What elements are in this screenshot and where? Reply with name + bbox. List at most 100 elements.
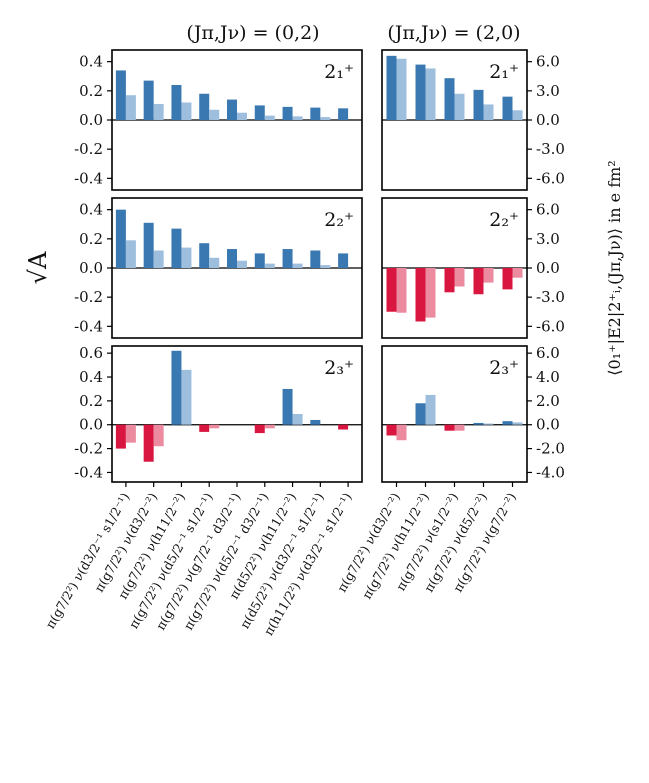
bar-dark [502,421,513,425]
bar-light [181,247,192,268]
bar-dark [115,209,126,268]
bar-dark [444,424,455,431]
y-tick-label: 0.4 [79,368,103,386]
bar-dark [227,99,237,120]
bar-light [396,424,407,441]
bar-dark [310,419,321,425]
bar-dark [227,249,237,268]
bar-dark [115,424,126,449]
bar-dark [282,106,293,120]
bar-dark [143,222,154,268]
bar-dark [199,243,210,268]
state-label: 2₃⁺ [324,357,354,379]
bar-dark [310,107,321,120]
bar-light [125,240,136,268]
bar-dark [171,85,182,120]
bar-light [396,58,407,120]
bar-light [512,110,523,120]
bar-dark [444,78,455,120]
y-tick-label: 6.0 [536,344,560,362]
bar-light [425,68,436,120]
y-tick-label: 0.0 [79,259,103,277]
bar-dark [143,424,154,462]
bar-dark [444,268,455,293]
bar-dark [310,250,321,268]
bar-dark [473,89,484,120]
state-label: 2₂⁺ [489,209,519,231]
bar-dark [386,268,397,312]
bar-light [425,394,436,425]
y-tick-label: -0.4 [74,317,103,335]
bar-light [512,422,523,425]
y-tick-label: 6.0 [536,201,560,219]
bar-light [396,268,407,313]
x-category-labels: π(g7/2²) ν(d3/2⁻¹ s1/2⁻¹)π(g7/2²) ν(d3/2… [42,482,519,638]
state-label: 2₂⁺ [324,209,354,231]
bar-dark [199,93,210,120]
bar-dark [254,253,265,268]
bar-light [264,263,275,268]
state-label: 2₃⁺ [489,357,519,379]
bar-dark [171,350,182,425]
bar-dark [338,253,349,268]
y-tick-label: 3.0 [536,230,560,248]
panel-2-right: 6.0 3.0 0.0 -3.0 -6.0 2₂⁺ [381,197,565,339]
bar-light [512,268,523,278]
y-tick-label: -0.4 [74,463,103,481]
y-tick-label: 2.0 [536,392,560,410]
state-label: 2₁⁺ [489,61,519,83]
bar-dark [386,424,397,436]
y-tick-label: -3.0 [536,140,565,158]
bar-light [483,268,494,283]
bar-light [292,116,303,120]
y-tick-label: 0.2 [79,82,103,100]
bar-dark [502,96,513,120]
bar-light [292,414,303,425]
y-tick-label: -4.0 [536,463,565,481]
column-title-right: (Jπ,Jν) = (2,0) [387,22,520,44]
y-tick-label: -3.0 [536,288,565,306]
y-tick-label: 0.4 [79,201,103,219]
bar-dark [338,108,349,120]
bar-light [153,103,164,120]
y-tick-label: 0.0 [79,416,103,434]
bar-light [237,260,247,268]
bar-dark [171,228,182,268]
bar-dark [338,424,349,430]
y-tick-label: -2.0 [536,440,565,458]
bar-light [483,104,494,120]
y-axis-label-right: ⟨0₁⁺|E2|2⁺ᵢ,(Jπ,Jν)⟩ in e fm² [605,160,624,375]
y-tick-label: -6.0 [536,169,565,187]
bar-dark [115,70,126,120]
bar-light [264,115,275,120]
bar-light [320,265,331,268]
y-tick-label: 0.6 [79,344,103,362]
y-tick-label: 0.0 [536,416,560,434]
bar-light [454,424,465,431]
bar-light [483,423,494,425]
y-tick-label: -0.2 [74,440,103,458]
y-tick-label: 4.0 [536,368,560,386]
bar-dark [415,268,426,322]
bar-dark [502,268,513,290]
y-tick-label: -0.4 [74,169,103,187]
bar-light [454,268,465,287]
bar-light [153,250,164,268]
bar-dark [254,105,265,120]
bar-light [209,424,220,429]
state-label: 2₁⁺ [324,61,354,83]
bar-dark [386,55,397,121]
panel-1-right: 6.0 3.0 0.0 -3.0 -6.0 2₁⁺ [381,49,565,191]
bar-light [125,95,136,120]
y-tick-label: 0.0 [536,259,560,277]
bar-light [425,268,436,318]
y-tick-label: -6.0 [536,317,565,335]
bar-light [292,263,303,268]
bar-light [181,369,192,425]
y-tick-label: 0.4 [79,53,103,71]
y-tick-label: 0.0 [536,111,560,129]
y-tick-label: 0.2 [79,392,103,410]
bar-dark [473,422,484,425]
panel-2-left: 0.4 0.2 0.0 -0.2 -0.4 2₂⁺ [74,197,363,339]
bar-dark [143,80,154,120]
